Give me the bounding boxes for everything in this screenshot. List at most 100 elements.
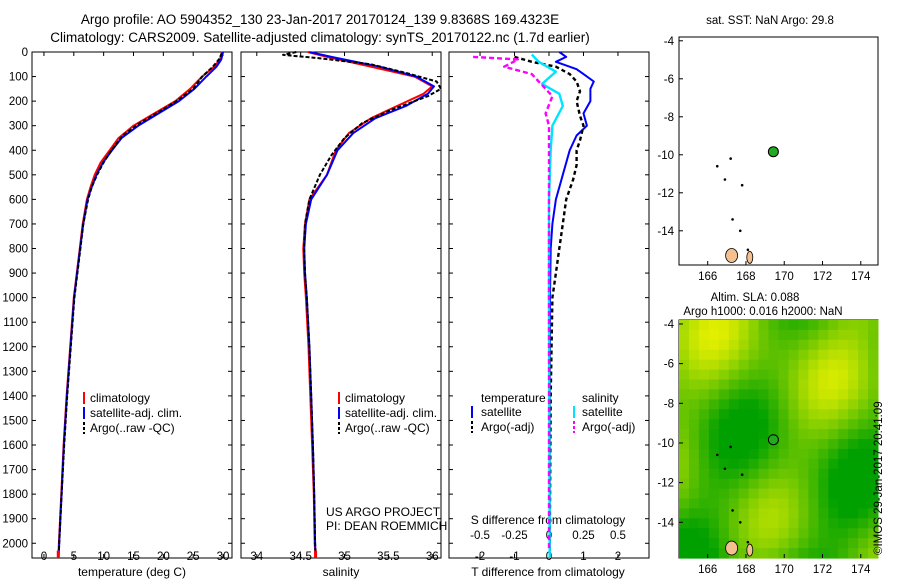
sla-cell xyxy=(818,379,829,390)
sla-cell xyxy=(858,538,869,549)
sla-cell xyxy=(679,478,690,490)
sla-cell xyxy=(858,498,869,509)
sla-cell xyxy=(858,518,869,529)
sla-cell xyxy=(808,349,819,361)
sla-cell xyxy=(698,419,710,430)
sla-cell xyxy=(868,329,879,341)
sla-cell xyxy=(718,379,730,390)
sla-cell xyxy=(728,419,740,430)
sla-cell xyxy=(808,389,819,400)
sla-cell xyxy=(758,359,770,371)
sla-cell xyxy=(738,439,750,450)
sla-cell xyxy=(798,339,809,351)
sla-cell xyxy=(708,468,720,480)
island-dot xyxy=(740,183,744,187)
legend-title-temperature: temperature xyxy=(481,391,546,405)
sla-cell xyxy=(858,458,869,470)
sla-cell xyxy=(778,448,789,460)
sla-cell xyxy=(738,478,750,490)
sla-cell xyxy=(718,518,730,529)
sla-cell xyxy=(708,439,720,450)
sla-cell xyxy=(808,399,819,410)
sla-cell xyxy=(738,419,750,430)
float-position-marker xyxy=(767,434,779,446)
sla-cell xyxy=(868,409,879,420)
sla-cell xyxy=(808,379,819,390)
sla-cell xyxy=(689,379,700,390)
series-satellite-adj-clim- xyxy=(57,51,224,559)
island-dot xyxy=(746,248,750,252)
x-tick-label: 2 xyxy=(615,551,621,563)
sla-cell xyxy=(748,359,760,371)
sla-cell xyxy=(698,409,710,420)
sla-cell xyxy=(718,488,730,500)
sla-cell xyxy=(738,508,750,519)
sla-cell xyxy=(818,518,829,529)
sla-cell xyxy=(788,478,799,490)
depth-tick-label: 0 xyxy=(22,47,28,59)
legend-label-satellite: satellite-adj. clim. xyxy=(90,406,182,420)
sla-cell xyxy=(718,508,730,519)
sla-cell xyxy=(738,399,750,410)
sla-cell xyxy=(798,399,809,410)
sla-cell xyxy=(858,320,869,331)
sla-map-title-2: Argo h1000: 0.016 h2000: NaN xyxy=(683,306,842,318)
sla-cell xyxy=(798,528,809,539)
series-argo-raw-qc- xyxy=(57,52,223,552)
sla-cell xyxy=(768,508,779,519)
sla-cell xyxy=(768,399,779,410)
sla-cell xyxy=(828,399,839,410)
sla-cell xyxy=(848,349,859,361)
sla-cell xyxy=(798,349,809,361)
sla-cell xyxy=(768,339,779,351)
legend-label-t-argo: Argo(-adj) xyxy=(481,420,534,434)
sla-cell xyxy=(838,548,849,559)
sla-cell xyxy=(768,548,779,559)
sla-cell xyxy=(708,548,720,559)
island-espiritu-santo xyxy=(725,540,739,556)
sla-cell xyxy=(798,409,809,420)
map-y-tick-label: -10 xyxy=(657,150,674,162)
sla-cell xyxy=(679,419,690,430)
sla-cell xyxy=(858,329,869,341)
sla-cell xyxy=(818,359,829,371)
sla-cell xyxy=(708,389,720,400)
sla-cell xyxy=(698,478,710,490)
difference-t-label: T difference from climatology xyxy=(471,565,625,579)
sla-cell xyxy=(748,488,760,500)
sla-cell xyxy=(748,429,760,440)
series-argo-raw-qc- xyxy=(282,51,442,552)
sla-cell xyxy=(689,349,700,361)
sla-cell xyxy=(848,429,859,440)
sla-cell xyxy=(788,518,799,529)
sla-cell xyxy=(679,439,690,450)
sla-cell xyxy=(828,498,839,509)
sla-cell xyxy=(768,349,779,361)
sla-cell xyxy=(758,439,770,450)
sla-cell xyxy=(808,448,819,460)
sla-cell xyxy=(689,429,700,440)
sla-cell xyxy=(748,320,760,331)
sla-cell xyxy=(788,349,799,361)
sla-cell xyxy=(718,359,730,371)
sla-cell xyxy=(738,458,750,470)
sla-cell xyxy=(778,478,789,490)
sla-cell xyxy=(689,389,700,400)
sla-cell xyxy=(728,369,740,381)
sla-cell xyxy=(758,389,770,400)
sla-cell xyxy=(679,329,690,341)
sla-cell xyxy=(718,458,730,470)
sla-cell xyxy=(858,429,869,440)
sla-cell xyxy=(788,359,799,371)
sla-cell xyxy=(708,419,720,430)
sla-cell xyxy=(698,528,710,539)
series-temperature-satellite xyxy=(548,51,595,558)
sla-cell xyxy=(698,369,710,381)
sla-cell xyxy=(679,409,690,420)
sla-cell xyxy=(758,548,770,559)
x-tick-label: 35 xyxy=(338,551,351,563)
x-tick-label: 25 xyxy=(187,551,200,563)
sla-cell xyxy=(689,320,700,331)
sla-cell xyxy=(788,320,799,331)
